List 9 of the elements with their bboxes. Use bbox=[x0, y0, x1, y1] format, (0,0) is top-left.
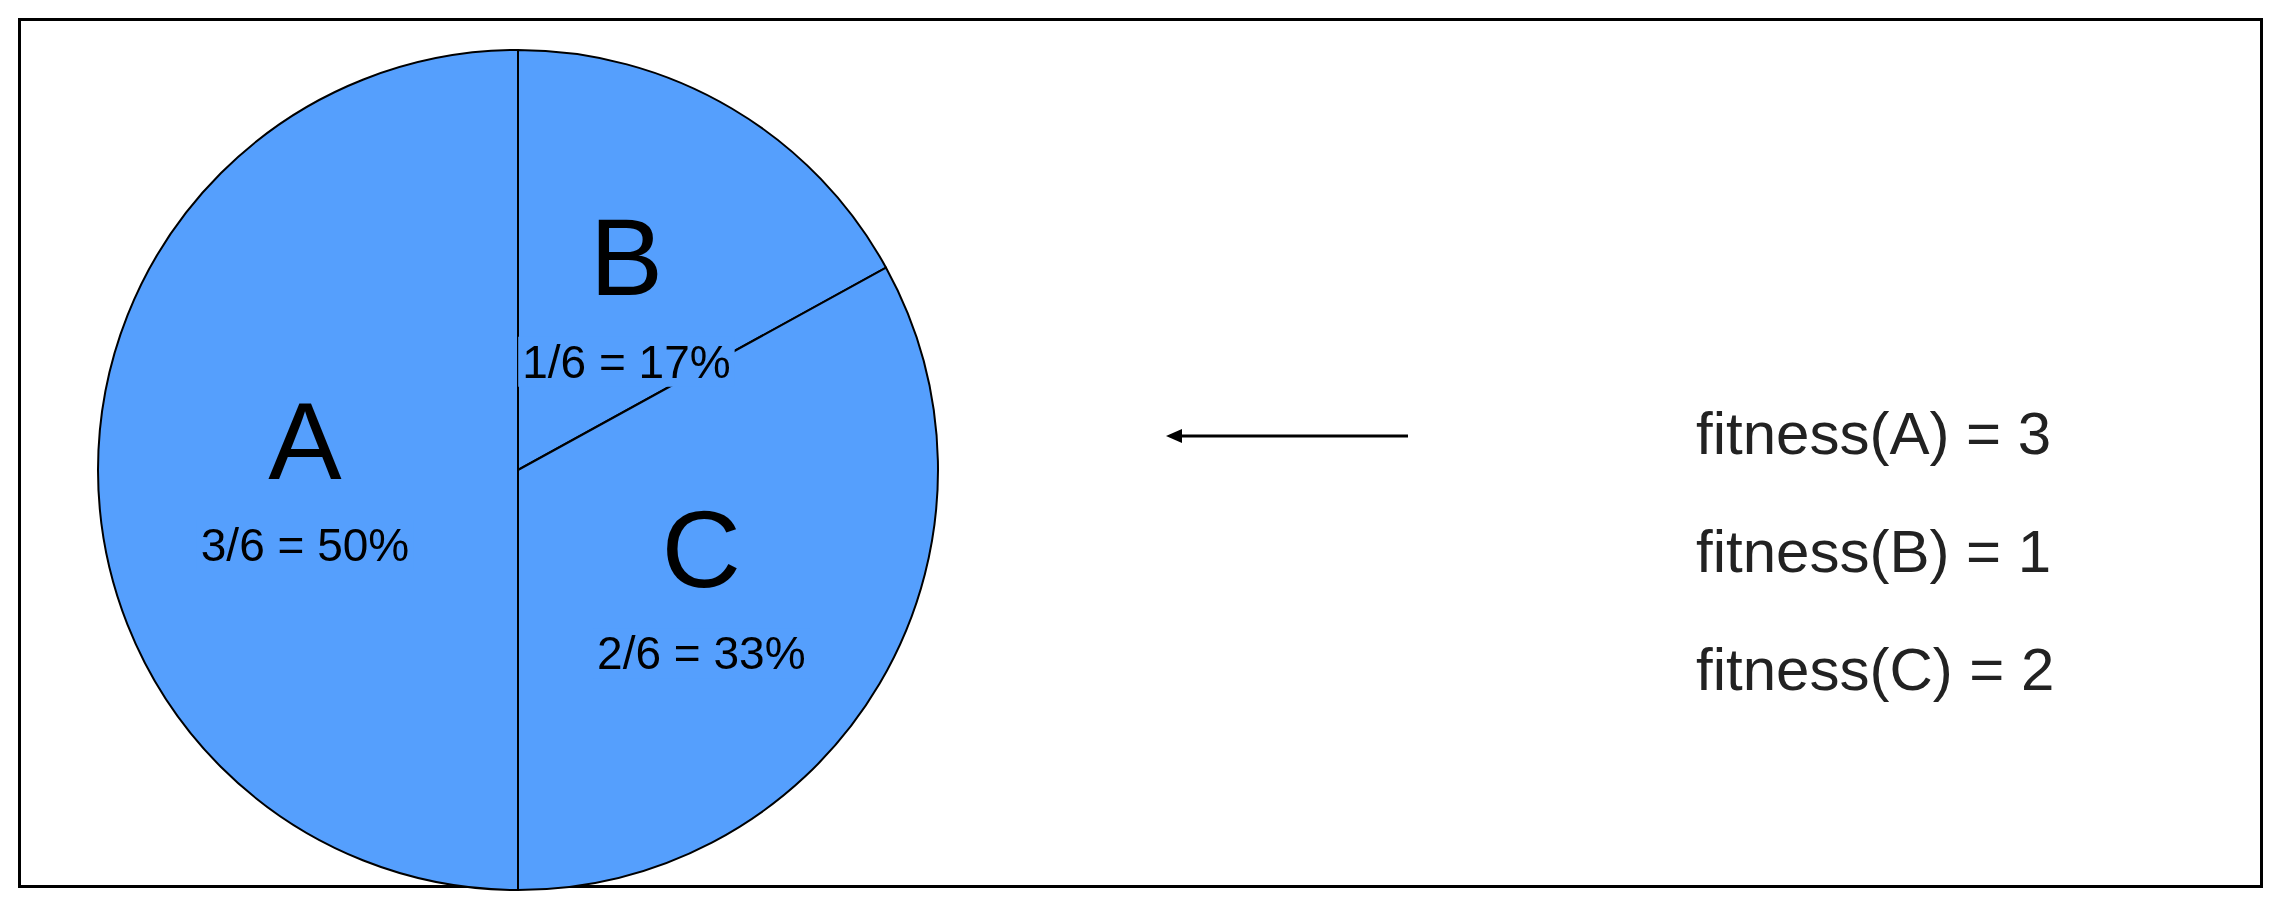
slice-label: B bbox=[589, 195, 664, 319]
text: fitness(B) = 1 bbox=[1696, 517, 2052, 585]
data-label: 3/6 = 50% bbox=[200, 519, 410, 571]
data-label: 1/6 = 17% bbox=[522, 335, 731, 388]
data-label: 2/6 = 33% bbox=[597, 627, 806, 680]
slice-label: A bbox=[268, 378, 343, 502]
text: fitness(A) = 3 bbox=[1696, 399, 2052, 467]
text: fitness(C) = 2 bbox=[1696, 635, 2055, 703]
legend-label: C bbox=[661, 486, 742, 610]
